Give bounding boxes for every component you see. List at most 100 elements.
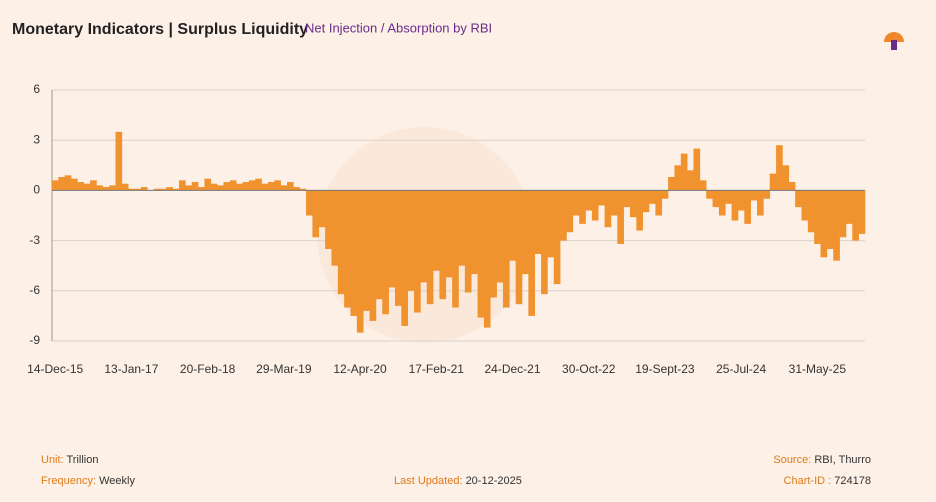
bar <box>776 145 783 191</box>
bar <box>750 190 758 201</box>
bar <box>394 190 402 306</box>
bar <box>636 190 643 231</box>
bar <box>687 170 694 191</box>
bar <box>807 190 815 233</box>
bar <box>464 190 472 293</box>
bar <box>496 190 504 283</box>
bar <box>610 190 618 216</box>
bar <box>71 178 78 191</box>
bar <box>814 190 821 244</box>
bar <box>839 190 847 238</box>
bar <box>547 190 555 258</box>
bar <box>134 188 142 191</box>
bar <box>204 178 212 191</box>
y-tick-label: 3 <box>33 132 40 146</box>
x-tick-label: 12-Apr-20 <box>333 362 387 376</box>
bar <box>763 190 771 199</box>
bar <box>356 190 364 333</box>
bar <box>598 190 605 206</box>
bar <box>439 190 447 300</box>
bar <box>471 190 478 275</box>
bar <box>344 190 351 308</box>
bar <box>617 190 624 244</box>
bar <box>102 187 110 191</box>
bar <box>591 190 599 221</box>
bar <box>833 190 840 261</box>
y-tick-label: -3 <box>29 233 40 247</box>
bar <box>623 190 631 208</box>
x-tick-label: 20-Feb-18 <box>180 362 236 376</box>
bar <box>706 190 713 199</box>
bar <box>483 190 491 328</box>
x-tick-label: 14-Dec-15 <box>27 362 83 376</box>
bar <box>331 190 339 266</box>
bar <box>185 185 193 191</box>
bar <box>83 183 91 191</box>
bar <box>642 190 650 213</box>
bar <box>350 190 358 316</box>
bar <box>699 180 707 191</box>
source-value: RBI, Thurro <box>814 454 871 466</box>
chart-title: Monetary Indicators | Surplus Liquidity <box>12 21 308 38</box>
bar <box>248 180 256 191</box>
frequency-label: Frequency: <box>41 475 97 487</box>
bar <box>782 165 790 191</box>
unit: Unit: Trillion <box>41 454 98 466</box>
bar <box>458 190 466 266</box>
chart-id-label: Chart-ID : <box>783 475 832 487</box>
x-tick-label: 29-Mar-19 <box>256 362 312 376</box>
bar <box>649 190 656 204</box>
bar <box>414 190 421 313</box>
bar <box>64 175 72 191</box>
bar <box>140 187 148 191</box>
x-tick-label: 24-Dec-21 <box>484 362 540 376</box>
bar <box>223 182 231 191</box>
y-tick-label: -9 <box>29 333 40 347</box>
bar <box>585 190 593 211</box>
bar <box>109 185 116 191</box>
bar <box>52 180 59 191</box>
bar <box>255 178 262 191</box>
bar <box>604 190 612 228</box>
bar <box>420 190 428 283</box>
bar <box>261 183 269 191</box>
bar <box>674 165 682 191</box>
updated-value: 20-12-2025 <box>465 475 522 487</box>
bar <box>318 190 326 228</box>
bar <box>426 190 434 305</box>
bar <box>845 190 853 224</box>
bar <box>217 185 224 191</box>
bar <box>712 190 720 208</box>
bar <box>826 190 834 249</box>
bar <box>166 187 173 191</box>
bar <box>579 190 586 224</box>
bar <box>369 190 377 321</box>
bar <box>407 190 415 291</box>
bar <box>452 190 459 308</box>
bar <box>655 190 663 216</box>
bar <box>572 190 580 216</box>
bar <box>757 190 764 216</box>
bar <box>375 190 383 300</box>
bar <box>801 190 809 221</box>
x-tick-label: 30-Oct-22 <box>562 362 616 376</box>
bar <box>553 190 561 285</box>
bar <box>737 190 745 211</box>
bar <box>788 182 796 191</box>
bar <box>90 180 97 191</box>
x-tick-label: 13-Jan-17 <box>104 362 158 376</box>
bar <box>693 148 701 191</box>
bar <box>445 190 453 278</box>
bar <box>858 190 866 234</box>
bar <box>306 190 313 216</box>
bar <box>337 190 345 295</box>
bar <box>58 177 66 191</box>
y-tick-label: 6 <box>33 82 40 96</box>
bar <box>515 190 523 305</box>
bar <box>191 182 199 191</box>
source: Source: RBI, Thurro <box>773 454 871 466</box>
bar <box>502 190 510 308</box>
updated-label: Last Updated: <box>394 475 463 487</box>
x-tick-label: 17-Feb-21 <box>409 362 465 376</box>
bar <box>115 131 123 191</box>
